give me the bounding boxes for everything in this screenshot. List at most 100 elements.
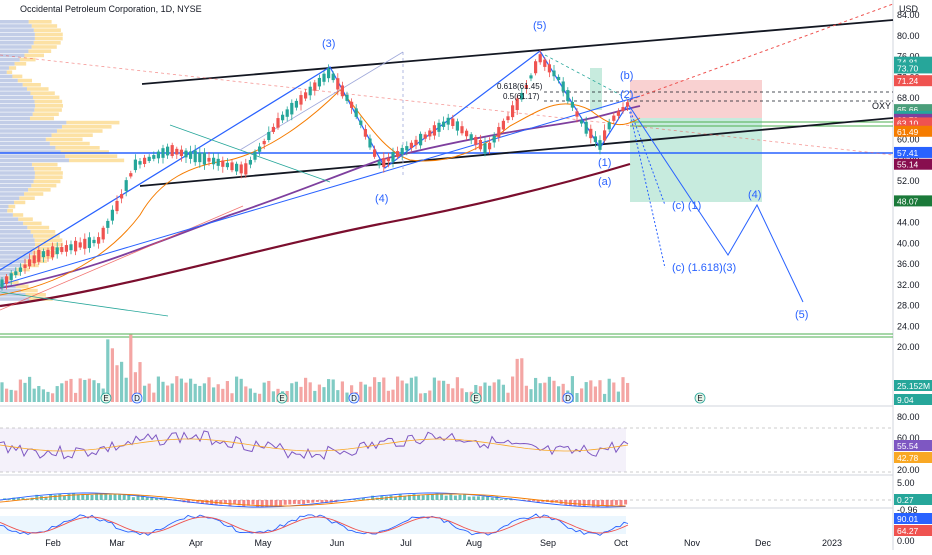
candle-body	[166, 147, 169, 156]
volume-bar	[548, 377, 551, 402]
candle-body	[171, 145, 174, 156]
candle-body	[488, 143, 491, 149]
volume-bar	[60, 383, 63, 402]
candle-body	[115, 201, 118, 211]
volume-bar	[74, 393, 77, 402]
volume-bar	[534, 378, 537, 402]
rsi-value-2: 42.78	[897, 453, 919, 463]
volume-bar	[437, 381, 440, 402]
volume-profile-bar	[0, 171, 35, 175]
candle-body	[19, 267, 22, 271]
volume-bar	[626, 383, 629, 402]
candle-body	[299, 95, 302, 105]
volume-profile-bar	[12, 75, 22, 79]
volume-profile-bar	[32, 24, 57, 28]
macd-hist-bar	[399, 494, 402, 500]
candle-body	[125, 180, 128, 191]
candle-body	[161, 148, 164, 158]
candle-body	[23, 265, 26, 268]
candle-body	[189, 151, 192, 158]
candle-body	[497, 127, 500, 137]
volume-bar	[483, 383, 486, 402]
candle-body	[345, 95, 348, 101]
candle-body	[465, 131, 468, 137]
candle-body	[336, 78, 339, 89]
volume-profile-bar	[0, 117, 30, 121]
candle-body	[598, 140, 601, 150]
volume-bar	[378, 382, 381, 402]
volume-profile-bar	[0, 272, 11, 276]
candle-body	[589, 129, 592, 138]
volume-profile-bar	[33, 96, 59, 100]
volume-bar	[373, 377, 376, 402]
volume-bar	[106, 339, 109, 402]
candle-body	[28, 259, 31, 266]
candle-body	[332, 74, 335, 80]
candle-body	[534, 61, 537, 73]
candle-body	[318, 78, 321, 86]
stoch-tick-0: 0.00	[897, 536, 915, 546]
price-tick: 52.00	[897, 176, 920, 186]
volume-bar	[414, 376, 417, 402]
candle-body	[0, 279, 3, 287]
volume-bar	[92, 380, 95, 402]
volume-profile-bar	[0, 20, 29, 24]
candle-body	[258, 147, 261, 152]
volume-bar	[612, 382, 615, 402]
time-label: Aug	[466, 538, 482, 548]
candle-body	[65, 245, 68, 252]
volume-bar	[368, 387, 371, 402]
candle-body	[612, 116, 615, 121]
volume-profile-bar	[55, 146, 99, 150]
candle-body	[263, 141, 266, 144]
volume-bar	[14, 390, 17, 402]
volume-bar	[424, 393, 427, 402]
dividend-event-label: D	[351, 394, 357, 403]
price-tag: 73.70	[897, 63, 919, 73]
volume-bar	[69, 379, 72, 402]
volume-bar	[382, 378, 385, 402]
volume-profile-bar	[30, 117, 54, 121]
price-tick: 20.00	[897, 342, 920, 352]
volume-profile-bar	[0, 87, 27, 91]
price-tick: 36.00	[897, 259, 920, 269]
macd-hist-bar	[610, 500, 613, 506]
candle-body	[539, 54, 542, 62]
volume-bar	[37, 386, 40, 402]
price-tick: 24.00	[897, 321, 920, 331]
candle-body	[359, 121, 362, 125]
volume-bar	[589, 380, 592, 402]
macd-hist-bar	[615, 500, 618, 505]
volume-bar	[621, 377, 624, 402]
volume-profile-bar	[50, 142, 90, 146]
candle-body	[493, 136, 496, 143]
volume-profile-bar	[35, 100, 63, 104]
volume-bar	[235, 377, 238, 402]
volume-bar	[23, 383, 26, 402]
macd-hist-bar	[132, 497, 135, 500]
candle-body	[575, 111, 578, 116]
volume-bar	[322, 387, 325, 402]
volume-profile-bar	[0, 133, 52, 137]
price-tick: 84.00	[897, 10, 920, 20]
volume-profile-bar	[7, 209, 13, 213]
candle-body	[230, 162, 233, 170]
wave-label-a: (a)	[598, 176, 611, 188]
candle-body	[451, 119, 454, 126]
volume-profile-bar	[0, 222, 23, 226]
candle-body	[60, 247, 63, 252]
volume-profile-bar	[31, 230, 56, 234]
volume-profile-bar	[19, 196, 34, 200]
volume-profile-bar	[34, 108, 61, 112]
candle-body	[396, 151, 399, 157]
volume-bar	[120, 362, 123, 402]
price-tag: 71.24	[897, 76, 919, 86]
candle-body	[148, 157, 151, 161]
dividend-event-label: D	[565, 394, 571, 403]
volume-profile-bar	[0, 154, 65, 158]
volume-bar	[543, 383, 546, 402]
volume-profile-bar	[0, 167, 34, 171]
macd-hist-bar	[104, 493, 107, 500]
